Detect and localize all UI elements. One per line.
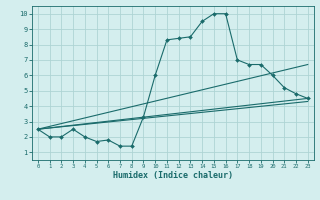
X-axis label: Humidex (Indice chaleur): Humidex (Indice chaleur) [113,171,233,180]
